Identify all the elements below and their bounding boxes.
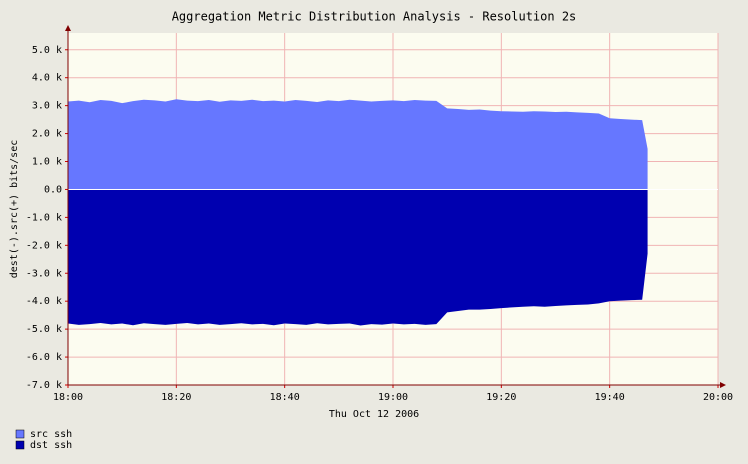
x-tick-label: 18:20 (161, 392, 191, 403)
area (68, 99, 648, 190)
y-tick-label: 2.0 k (32, 129, 62, 140)
x-tick-label: 19:20 (486, 392, 516, 403)
x-axis-label: Thu Oct 12 2006 (329, 409, 419, 420)
y-tick-label: -4.0 k (26, 296, 62, 307)
y-tick-label: -1.0 k (26, 212, 62, 223)
legend-label: src ssh (30, 429, 72, 440)
x-axis-arrow (720, 382, 726, 388)
y-axis-label: dest(-).src(+) bits/sec (9, 140, 20, 278)
y-tick-label: -7.0 k (26, 380, 62, 391)
y-tick-label: 4.0 k (32, 73, 62, 84)
legend-swatch (15, 440, 25, 450)
legend-swatch (15, 429, 25, 439)
chart-title: Aggregation Metric Distribution Analysis… (172, 10, 577, 24)
x-tick-label: 19:40 (595, 392, 625, 403)
x-tick-label: 18:00 (53, 392, 83, 403)
y-tick-label: 0.0 (44, 184, 62, 195)
x-tick-label: 20:00 (703, 392, 733, 403)
y-axis-arrow (65, 25, 71, 31)
x-tick-label: 18:40 (270, 392, 300, 403)
y-tick-label: -6.0 k (26, 352, 62, 363)
y-tick-label: -3.0 k (26, 268, 62, 279)
y-tick-label: 5.0 k (32, 45, 62, 56)
x-tick-label: 19:00 (378, 392, 408, 403)
axes: 5.0 k 4.0 k 3.0 k 2.0 k 1.0 k 0.0 -1.0 k -2.0 k… (26, 25, 733, 403)
y-tick-label: 3.0 k (32, 101, 62, 112)
y-tick-label: -2.0 k (26, 240, 62, 251)
y-tick-label: 1.0 k (32, 157, 62, 168)
legend-label: dst ssh (30, 440, 72, 451)
marks (68, 99, 718, 326)
y-tick-label: -5.0 k (26, 324, 62, 335)
area (68, 189, 648, 326)
